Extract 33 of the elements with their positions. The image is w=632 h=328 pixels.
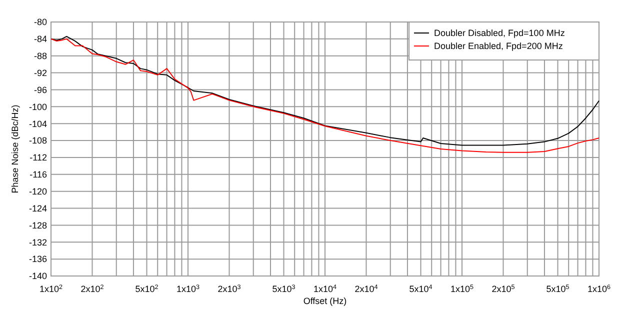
x-tick-label: 2x10$^{4}$ (354, 284, 378, 294)
x-tick-label: 5x10$^{4}$ (409, 284, 433, 294)
y-tick-label: -80 (34, 17, 47, 28)
x-tick-label: 5x10$^{3}$ (272, 284, 296, 294)
y-axis-title: Phase Noise (dBc/Hz) (10, 104, 20, 194)
x-tick-label: 1x10$^{3}$ (176, 284, 200, 294)
y-tick-label: -104 (28, 118, 47, 129)
x-axis-title: Offset (Hz) (303, 296, 347, 306)
y-tick-label: -96 (34, 84, 47, 95)
y-tick-label: -116 (30, 170, 47, 180)
x-tick-label: 2x10$^{2}$ (80, 284, 104, 294)
x-tick-label: 5x10$^{2}$ (135, 284, 159, 294)
y-tick-label: -84 (34, 34, 47, 44)
y-tick-label: -132 (28, 237, 47, 248)
legend-label: Doubler Enabled, Fpd=200 MHz (434, 41, 564, 52)
y-tick-label: -100 (28, 102, 47, 112)
x-tick-label: 2x10$^{3}$ (218, 284, 242, 294)
y-tick-label: -120 (28, 186, 47, 196)
x-tick-label: 5x10$^{5}$ (546, 284, 570, 294)
x-tick-label: 1x10$^{4}$ (313, 284, 338, 294)
y-tick-label: -108 (28, 136, 47, 146)
x-tick-label: 1x10$^{6}$ (587, 284, 612, 294)
y-tick-label: -140 (28, 271, 47, 282)
y-tick-label: -92 (34, 68, 47, 78)
x-tick-label: 2x10$^{5}$ (492, 284, 516, 294)
y-tick-label: -112 (30, 152, 47, 163)
legend-label: Doubler Disabled, Fpd=100 MHz (434, 28, 566, 38)
y-tick-label: -136 (28, 254, 47, 264)
x-tick-label: 1x10$^{2}$ (39, 284, 64, 294)
y-tick-label: -128 (28, 220, 47, 230)
x-tick-label: 1x10$^{5}$ (450, 284, 474, 294)
y-tick-label: -124 (28, 203, 47, 214)
y-tick-label: -88 (34, 51, 47, 62)
